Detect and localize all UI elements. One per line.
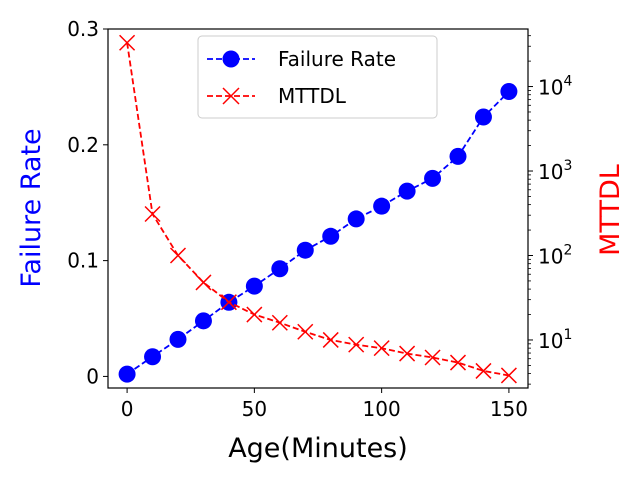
data-point-mttdl bbox=[449, 354, 467, 371]
data-point-failure-rate bbox=[194, 312, 212, 330]
right-y-tick-label: 101 bbox=[538, 327, 572, 353]
data-point-mttdl bbox=[348, 336, 365, 353]
data-point-mttdl bbox=[322, 331, 339, 348]
legend-label-mttdl: MTTDL bbox=[278, 84, 347, 108]
data-point-failure-rate bbox=[347, 210, 365, 228]
data-point-mttdl bbox=[271, 314, 288, 331]
data-point-failure-rate bbox=[424, 169, 442, 187]
x-tick-label: 50 bbox=[242, 397, 267, 421]
left-y-tick-label: 0 bbox=[86, 364, 99, 388]
data-point-mttdl bbox=[169, 247, 187, 264]
data-point-mttdl bbox=[500, 367, 517, 384]
right-axis-title: MTTDL bbox=[595, 164, 626, 256]
legend-label-failure-rate: Failure Rate bbox=[278, 47, 396, 71]
right-y-tick-label: 103 bbox=[538, 158, 572, 184]
data-point-failure-rate bbox=[118, 365, 136, 383]
x-axis-title: Age(Minutes) bbox=[228, 433, 408, 464]
data-point-failure-rate bbox=[245, 277, 263, 295]
right-y-tick-label: 102 bbox=[538, 242, 572, 268]
legend-box bbox=[197, 35, 438, 119]
data-point-failure-rate bbox=[169, 330, 187, 348]
left-y-tick-label: 0.2 bbox=[67, 133, 99, 157]
data-point-mttdl bbox=[119, 34, 136, 51]
left-y-tick-label: 0.3 bbox=[67, 17, 99, 41]
data-point-failure-rate bbox=[398, 182, 416, 200]
series-line-failure-rate bbox=[126, 90, 510, 375]
data-point-failure-rate bbox=[474, 108, 492, 126]
x-tick-label: 100 bbox=[363, 397, 401, 421]
legend-marker-failure-rate bbox=[222, 50, 240, 68]
data-point-failure-rate bbox=[373, 197, 391, 215]
plot-frame bbox=[107, 28, 529, 389]
data-point-failure-rate bbox=[500, 83, 518, 101]
x-tick-label: 0 bbox=[121, 397, 134, 421]
right-y-tick-label: 104 bbox=[538, 74, 572, 100]
data-point-failure-rate bbox=[144, 348, 162, 366]
data-point-mttdl bbox=[475, 362, 492, 379]
data-point-mttdl bbox=[144, 205, 161, 223]
data-point-mttdl bbox=[195, 274, 212, 291]
data-point-mttdl bbox=[399, 345, 416, 362]
x-tick-label: 150 bbox=[490, 397, 528, 421]
data-point-failure-rate bbox=[449, 147, 467, 165]
data-point-mttdl bbox=[297, 323, 314, 340]
legend-marker-mttdl bbox=[222, 87, 240, 105]
legend: Failure Rate MTTDL bbox=[197, 35, 438, 119]
data-point-failure-rate bbox=[322, 227, 340, 245]
data-point-mttdl bbox=[373, 340, 390, 357]
data-point-failure-rate bbox=[271, 260, 289, 278]
data-point-failure-rate bbox=[296, 241, 314, 259]
data-point-mttdl bbox=[424, 349, 441, 366]
left-axis-title: Failure Rate bbox=[16, 128, 47, 287]
series-line-mttdl bbox=[126, 42, 510, 377]
data-point-mttdl bbox=[246, 306, 263, 323]
left-y-tick-label: 0.1 bbox=[67, 249, 99, 273]
data-point-mttdl bbox=[220, 294, 237, 311]
